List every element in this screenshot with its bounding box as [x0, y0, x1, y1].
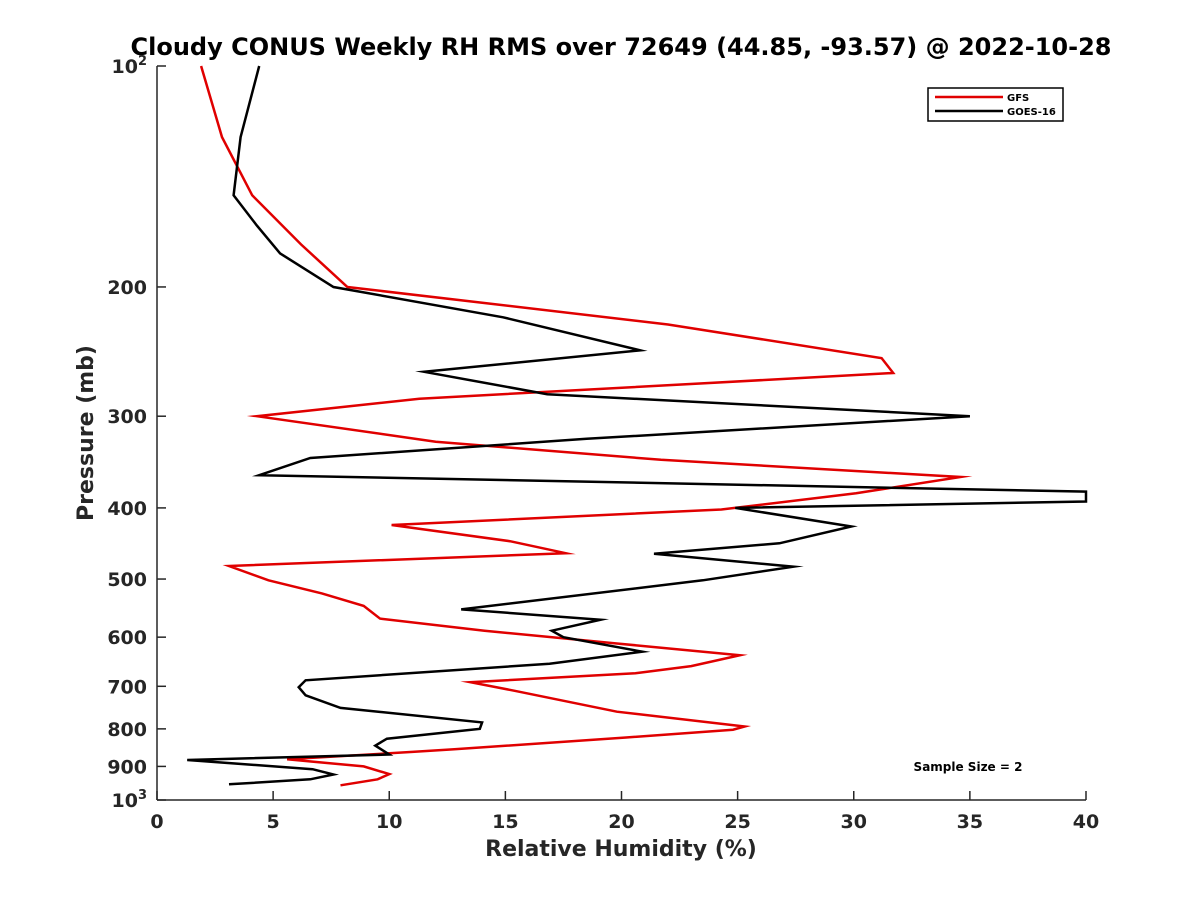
x-tick-label: 30: [841, 811, 867, 833]
sample-size-annotation: Sample Size = 2: [914, 760, 1023, 774]
y-tick-label: 900: [107, 756, 147, 778]
x-tick-label: 40: [1073, 811, 1099, 833]
y-tick-label: 500: [107, 569, 147, 591]
y-tick-label: 200: [107, 277, 147, 299]
legend-label-goes16: GOES-16: [1007, 107, 1056, 118]
legend-box: [927, 87, 1064, 122]
x-tick-label: 10: [376, 811, 402, 833]
legend: GFS GOES-16: [927, 87, 1064, 122]
y-axis-label: Pressure (mb): [74, 345, 99, 521]
y-tick-label: 102: [112, 54, 148, 78]
y-tick-label: 800: [107, 719, 147, 741]
y-tick-label: 400: [107, 498, 147, 520]
series-layer: [187, 65, 1088, 787]
chart-title: Cloudy CONUS Weekly RH RMS over 72649 (4…: [131, 33, 1112, 61]
legend-label-gfs: GFS: [1007, 93, 1029, 104]
y-tick-label: 700: [107, 676, 147, 698]
y-tick-label: 103: [112, 788, 148, 812]
x-tick-label: 35: [957, 811, 983, 833]
x-tick-label: 15: [492, 811, 518, 833]
x-tick-label: 20: [608, 811, 634, 833]
axes-layer: 0 5 10 15 20 25 30 35 40 102 200 300 400 500 600 700 800…: [107, 54, 1099, 833]
x-tick-label: 0: [150, 811, 163, 833]
x-tick-label: 5: [267, 811, 280, 833]
series-line-goes16: [187, 65, 1088, 786]
y-tick-label: 300: [107, 406, 147, 428]
series-line-gfs: [199, 65, 973, 787]
plot-area: [157, 66, 1086, 800]
y-tick-label: 600: [107, 627, 147, 649]
x-axis-label: Relative Humidity (%): [485, 837, 757, 862]
x-tick-label: 25: [724, 811, 750, 833]
